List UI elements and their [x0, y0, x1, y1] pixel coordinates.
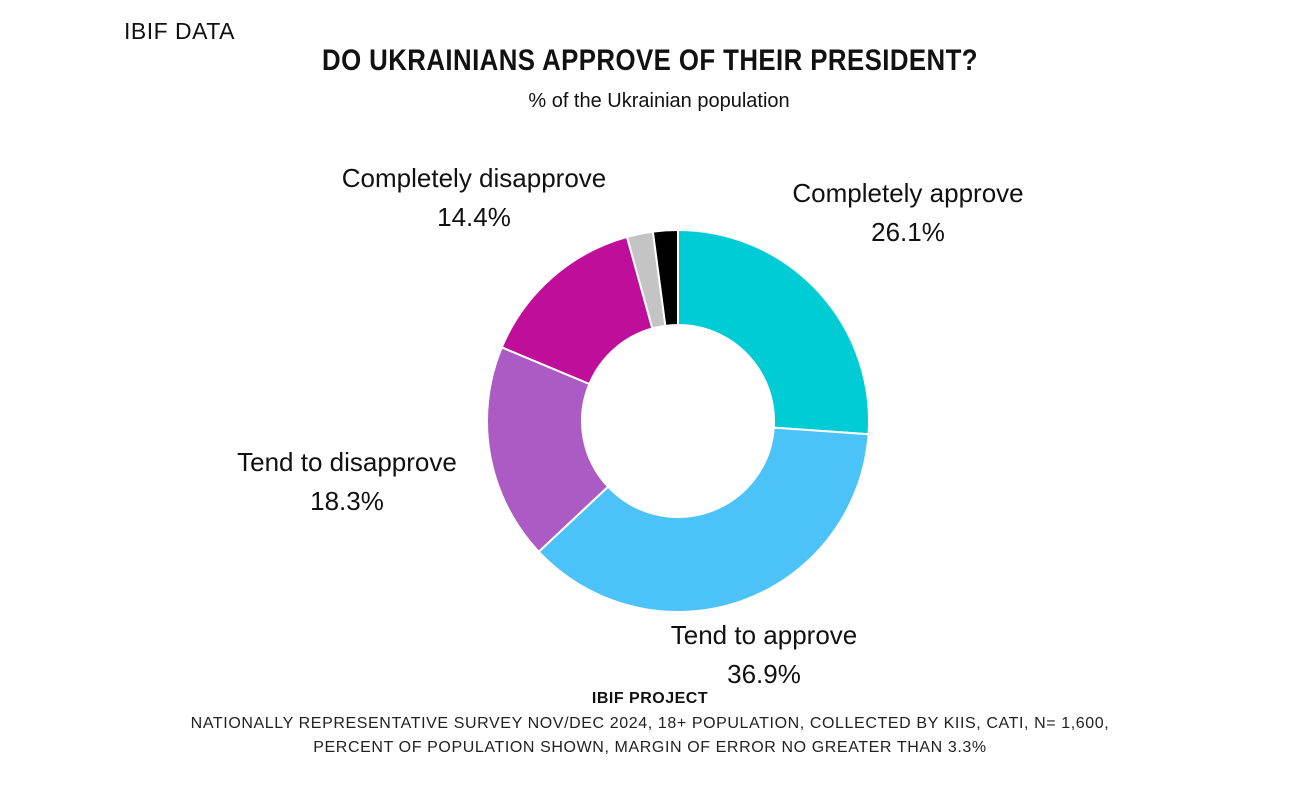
footer-note: NATIONALLY REPRESENTATIVE SURVEY NOV/DEC… — [0, 712, 1300, 760]
slice-value-label: 14.4% — [437, 202, 511, 232]
chart-title: DO UKRAINIANS APPROVE OF THEIR PRESIDENT… — [322, 44, 978, 77]
donut-slice — [537, 426, 870, 613]
brand-label: IBIF DATA — [124, 18, 235, 44]
slice-value-label: 26.1% — [871, 217, 945, 247]
donut-slice — [677, 228, 870, 436]
chart-subtitle: % of the Ukrainian population — [528, 90, 790, 112]
donut-slice — [651, 228, 679, 327]
slice-labels: Completely approve 26.1% Tend to approve 36… — [237, 163, 1023, 689]
footer-line: PERCENT OF POPULATION SHOWN, MARGIN OF E… — [313, 739, 987, 756]
slice-value-label: 36.9% — [727, 659, 801, 689]
slice-name-label: Completely approve — [792, 178, 1023, 208]
slice-name-label: Tend to approve — [671, 620, 857, 650]
slice-name-label: Tend to disapprove — [237, 447, 457, 477]
donut-slice — [486, 346, 610, 554]
donut-slices — [486, 228, 870, 613]
footer-heading: IBIF PROJECT — [591, 690, 709, 707]
donut-slice — [500, 235, 654, 386]
slice-name-label: Completely disapprove — [342, 163, 606, 193]
slice-value-label: 18.3% — [310, 486, 384, 516]
footer-line: NATIONALLY REPRESENTATIVE SURVEY NOV/DEC… — [190, 715, 1110, 732]
